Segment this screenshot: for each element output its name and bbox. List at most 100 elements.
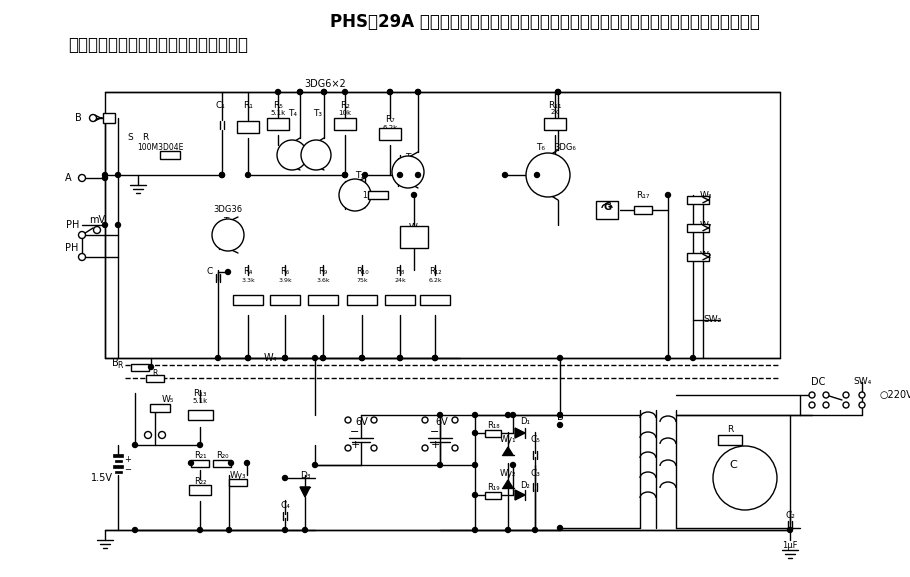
- Circle shape: [452, 445, 458, 451]
- Text: SW₂: SW₂: [703, 316, 723, 324]
- Text: R: R: [152, 369, 157, 377]
- Bar: [634, 206, 652, 214]
- Circle shape: [472, 527, 478, 533]
- Circle shape: [411, 193, 417, 197]
- Circle shape: [228, 460, 234, 466]
- Circle shape: [823, 392, 829, 398]
- Circle shape: [321, 89, 327, 95]
- Circle shape: [472, 413, 478, 418]
- Circle shape: [302, 527, 308, 533]
- Circle shape: [398, 355, 402, 361]
- Text: −: −: [124, 466, 131, 474]
- Text: 75k: 75k: [356, 278, 368, 283]
- Circle shape: [188, 460, 194, 466]
- Text: R₄: R₄: [243, 268, 253, 276]
- Text: +: +: [430, 440, 440, 450]
- Bar: [400, 226, 428, 248]
- Polygon shape: [300, 487, 310, 497]
- Bar: [687, 196, 709, 204]
- Circle shape: [216, 355, 220, 361]
- Circle shape: [713, 446, 777, 510]
- Text: T₂: T₂: [406, 153, 414, 163]
- Text: R₂₀: R₂₀: [216, 451, 228, 459]
- Text: R₁: R₁: [243, 102, 253, 111]
- Circle shape: [809, 392, 815, 398]
- Text: C: C: [729, 460, 737, 470]
- Circle shape: [362, 173, 368, 178]
- Text: 24k: 24k: [394, 278, 406, 283]
- Text: R₂₂: R₂₂: [194, 478, 207, 486]
- Circle shape: [197, 527, 203, 533]
- Circle shape: [158, 432, 166, 439]
- Circle shape: [787, 527, 793, 533]
- Circle shape: [359, 355, 365, 361]
- Circle shape: [555, 89, 561, 95]
- Text: T₄: T₄: [288, 108, 298, 118]
- Circle shape: [320, 355, 326, 361]
- Text: SW₄: SW₄: [853, 377, 871, 387]
- Circle shape: [94, 227, 100, 234]
- Circle shape: [472, 430, 478, 436]
- Circle shape: [133, 527, 137, 533]
- Circle shape: [371, 417, 377, 423]
- Text: −: −: [430, 427, 440, 437]
- Circle shape: [320, 355, 326, 361]
- Text: 100M3D04E: 100M3D04E: [136, 144, 183, 152]
- Circle shape: [505, 527, 511, 533]
- Text: W₂: W₂: [700, 250, 713, 260]
- Circle shape: [312, 463, 318, 467]
- Circle shape: [89, 114, 96, 122]
- Circle shape: [78, 253, 86, 260]
- Circle shape: [472, 463, 478, 467]
- Circle shape: [558, 355, 562, 361]
- Circle shape: [416, 89, 420, 95]
- Text: 3DG6×2: 3DG6×2: [304, 79, 346, 89]
- Text: R₁₉: R₁₉: [487, 482, 500, 492]
- Bar: [189, 485, 211, 495]
- Text: R₉: R₉: [318, 268, 328, 276]
- Text: mV: mV: [89, 215, 105, 225]
- Bar: [544, 118, 566, 130]
- Text: 6.2k: 6.2k: [382, 125, 398, 131]
- Bar: [420, 295, 450, 305]
- Circle shape: [558, 413, 562, 418]
- Text: R₁₂: R₁₂: [429, 268, 441, 276]
- Bar: [191, 459, 209, 466]
- Circle shape: [345, 445, 351, 451]
- Circle shape: [342, 89, 348, 95]
- Text: ○220V: ○220V: [880, 390, 910, 400]
- Circle shape: [388, 89, 392, 95]
- Circle shape: [103, 223, 107, 227]
- Text: Wy₁: Wy₁: [500, 436, 516, 444]
- Text: 1.5V: 1.5V: [91, 473, 113, 483]
- Circle shape: [511, 413, 515, 418]
- Text: 6V: 6V: [356, 417, 369, 427]
- Text: R₂₁: R₂₁: [194, 451, 207, 459]
- Circle shape: [116, 223, 120, 227]
- Text: 3.3k: 3.3k: [241, 278, 255, 283]
- Circle shape: [502, 173, 508, 178]
- Circle shape: [859, 402, 865, 408]
- Circle shape: [432, 355, 438, 361]
- Circle shape: [472, 493, 478, 497]
- Text: B: B: [112, 358, 118, 368]
- Circle shape: [534, 173, 540, 178]
- Circle shape: [398, 173, 402, 178]
- Text: Wy₃: Wy₃: [230, 470, 247, 479]
- Text: W₅: W₅: [162, 395, 174, 404]
- Circle shape: [345, 417, 351, 423]
- Circle shape: [532, 527, 538, 533]
- Polygon shape: [515, 490, 525, 500]
- Circle shape: [665, 193, 671, 197]
- Text: C₅: C₅: [530, 436, 540, 444]
- Bar: [687, 253, 709, 261]
- Text: B: B: [76, 113, 82, 123]
- Bar: [596, 201, 618, 219]
- Circle shape: [148, 365, 154, 369]
- Circle shape: [103, 173, 107, 178]
- Bar: [115, 460, 122, 462]
- Text: −: −: [350, 427, 359, 437]
- Circle shape: [398, 355, 402, 361]
- Circle shape: [558, 526, 562, 530]
- Text: T₁: T₁: [356, 170, 365, 179]
